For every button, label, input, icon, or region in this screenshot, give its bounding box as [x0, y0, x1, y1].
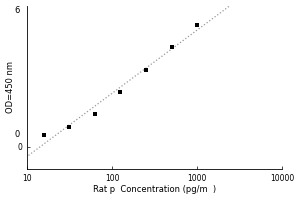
- X-axis label: Rat p  Concentration (pg/m  ): Rat p Concentration (pg/m ): [93, 185, 216, 194]
- Y-axis label: OD=450 nm: OD=450 nm: [6, 61, 15, 113]
- Text: 6: 6: [15, 6, 20, 15]
- Text: 0: 0: [15, 130, 20, 139]
